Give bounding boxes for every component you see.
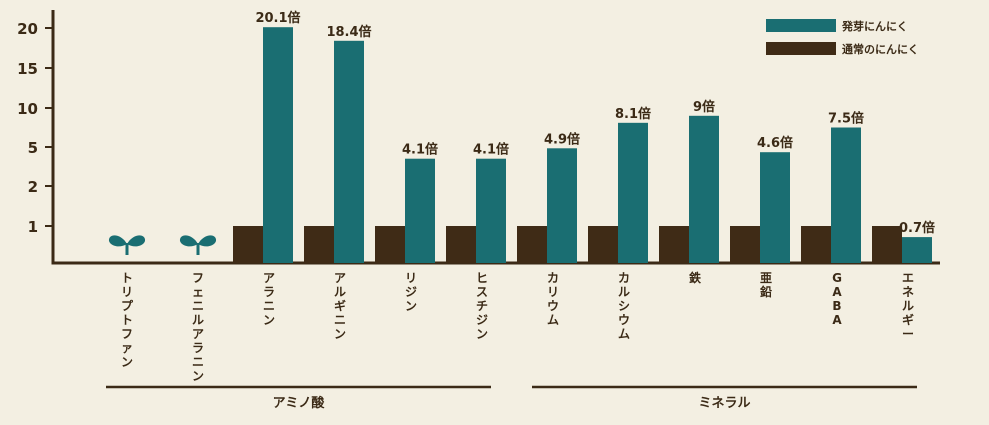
category-label-char: シ: [618, 299, 630, 313]
category-label-char: フ: [192, 271, 204, 285]
legend-label: 発芽にんにく: [841, 19, 908, 33]
category-label-char: ニ: [192, 299, 204, 313]
bar-normal-garlic: [872, 226, 902, 263]
bar-normal-garlic: [801, 226, 831, 263]
category-label-char: ア: [263, 271, 275, 285]
category-label-char: ニ: [334, 313, 346, 327]
y-tick-label: 20: [17, 20, 38, 38]
data-label: 4.1倍: [402, 142, 438, 158]
data-label: 20.1倍: [255, 10, 300, 26]
category-label-char: ラ: [263, 285, 275, 299]
bar-normal-garlic: [730, 226, 760, 263]
category-label-char: A: [832, 285, 842, 299]
category-label-char: ン: [405, 299, 417, 313]
bar-normal-garlic: [233, 226, 263, 263]
bar-normal-garlic: [517, 226, 547, 263]
category-label-char: エ: [902, 271, 914, 285]
category-label-char: 鉛: [759, 284, 772, 299]
category-label-char: ア: [334, 271, 346, 285]
category-label-char: 鉄: [689, 270, 701, 285]
y-tick-label: 10: [17, 100, 38, 118]
legend-swatch: [766, 19, 836, 32]
y-tick-label: 5: [28, 139, 38, 157]
bar-sprouted-garlic: [902, 237, 932, 263]
data-label: 4.6倍: [757, 135, 793, 151]
sprout-icon: [108, 235, 146, 255]
category-label-char: ン: [476, 327, 488, 341]
y-tick-label: 15: [17, 60, 38, 78]
category-label-char: ウ: [618, 313, 630, 327]
legend-swatch: [766, 42, 836, 55]
category-label-char: プ: [121, 298, 134, 313]
category-label-char: リ: [121, 285, 133, 299]
category-label-char: ラ: [192, 341, 204, 355]
category-label-char: ジ: [405, 285, 417, 299]
category-label-char: ウ: [547, 299, 559, 313]
category-label-char: ン: [263, 313, 275, 327]
category-label-char: ア: [192, 327, 204, 341]
bar-sprouted-garlic: [760, 152, 790, 263]
bar-normal-garlic: [659, 226, 689, 263]
data-label: 4.1倍: [473, 142, 509, 158]
category-label-char: ム: [547, 313, 559, 327]
category-label-char: 亜: [760, 271, 772, 285]
category-label-char: チ: [476, 299, 488, 313]
bar-sprouted-garlic: [263, 27, 293, 264]
bar-sprouted-garlic: [334, 40, 364, 263]
bar-sprouted-garlic: [831, 127, 861, 263]
category-label-char: ト: [121, 271, 133, 285]
category-label-char: ル: [618, 285, 630, 299]
category-label-char: G: [832, 271, 842, 285]
category-label-char: ギ: [902, 312, 914, 327]
category-label-char: ト: [121, 313, 133, 327]
category-label-char: リ: [405, 271, 417, 285]
category-label-char: ン: [192, 369, 204, 383]
category-label-char: ル: [902, 299, 914, 313]
bar-normal-garlic: [446, 226, 476, 263]
category-label-char: ン: [334, 327, 346, 341]
data-label: 18.4倍: [326, 24, 371, 40]
y-tick-label: 2: [28, 178, 38, 196]
sprout-icon: [179, 235, 217, 255]
bar-normal-garlic: [375, 226, 405, 263]
category-label-char: B: [832, 299, 841, 313]
legend-label: 通常のにんにく: [842, 42, 919, 56]
group-label: アミノ酸: [273, 395, 326, 411]
category-label-char: リ: [547, 285, 559, 299]
category-label-char: ジ: [476, 313, 488, 327]
category-label-char: ル: [192, 313, 204, 327]
bar-sprouted-garlic: [689, 115, 719, 263]
category-label-char: ネ: [902, 285, 914, 299]
category-label-char: ル: [334, 285, 346, 299]
category-label-char: ヒ: [476, 271, 488, 285]
category-label-char: フ: [121, 327, 133, 341]
category-label-char: ー: [902, 327, 914, 341]
category-label-char: ニ: [192, 355, 204, 369]
category-label-char: カ: [547, 271, 559, 285]
category-label-char: ス: [476, 285, 488, 299]
category-label-char: ム: [618, 327, 630, 341]
category-label-char: ギ: [334, 298, 346, 313]
data-label: 7.5倍: [828, 111, 864, 127]
category-label-char: カ: [618, 271, 630, 285]
category-label-char: ン: [121, 355, 133, 369]
bar-sprouted-garlic: [547, 148, 577, 263]
category-label-char: ァ: [121, 341, 133, 355]
data-label: 8.1倍: [615, 106, 651, 122]
bar-sprouted-garlic: [618, 122, 648, 263]
bar-normal-garlic: [588, 226, 618, 263]
bar-sprouted-garlic: [476, 158, 506, 263]
category-label-char: A: [832, 313, 842, 327]
y-tick-label: 1: [28, 218, 38, 236]
category-label-char: ェ: [192, 285, 204, 299]
data-label: 4.9倍: [544, 131, 580, 147]
bar-sprouted-garlic: [405, 158, 435, 263]
data-label: 9倍: [693, 99, 715, 115]
group-label: ミネラル: [698, 396, 750, 411]
category-label-char: ニ: [263, 299, 275, 313]
bar-normal-garlic: [304, 226, 334, 263]
data-label: 0.7倍: [899, 220, 935, 236]
